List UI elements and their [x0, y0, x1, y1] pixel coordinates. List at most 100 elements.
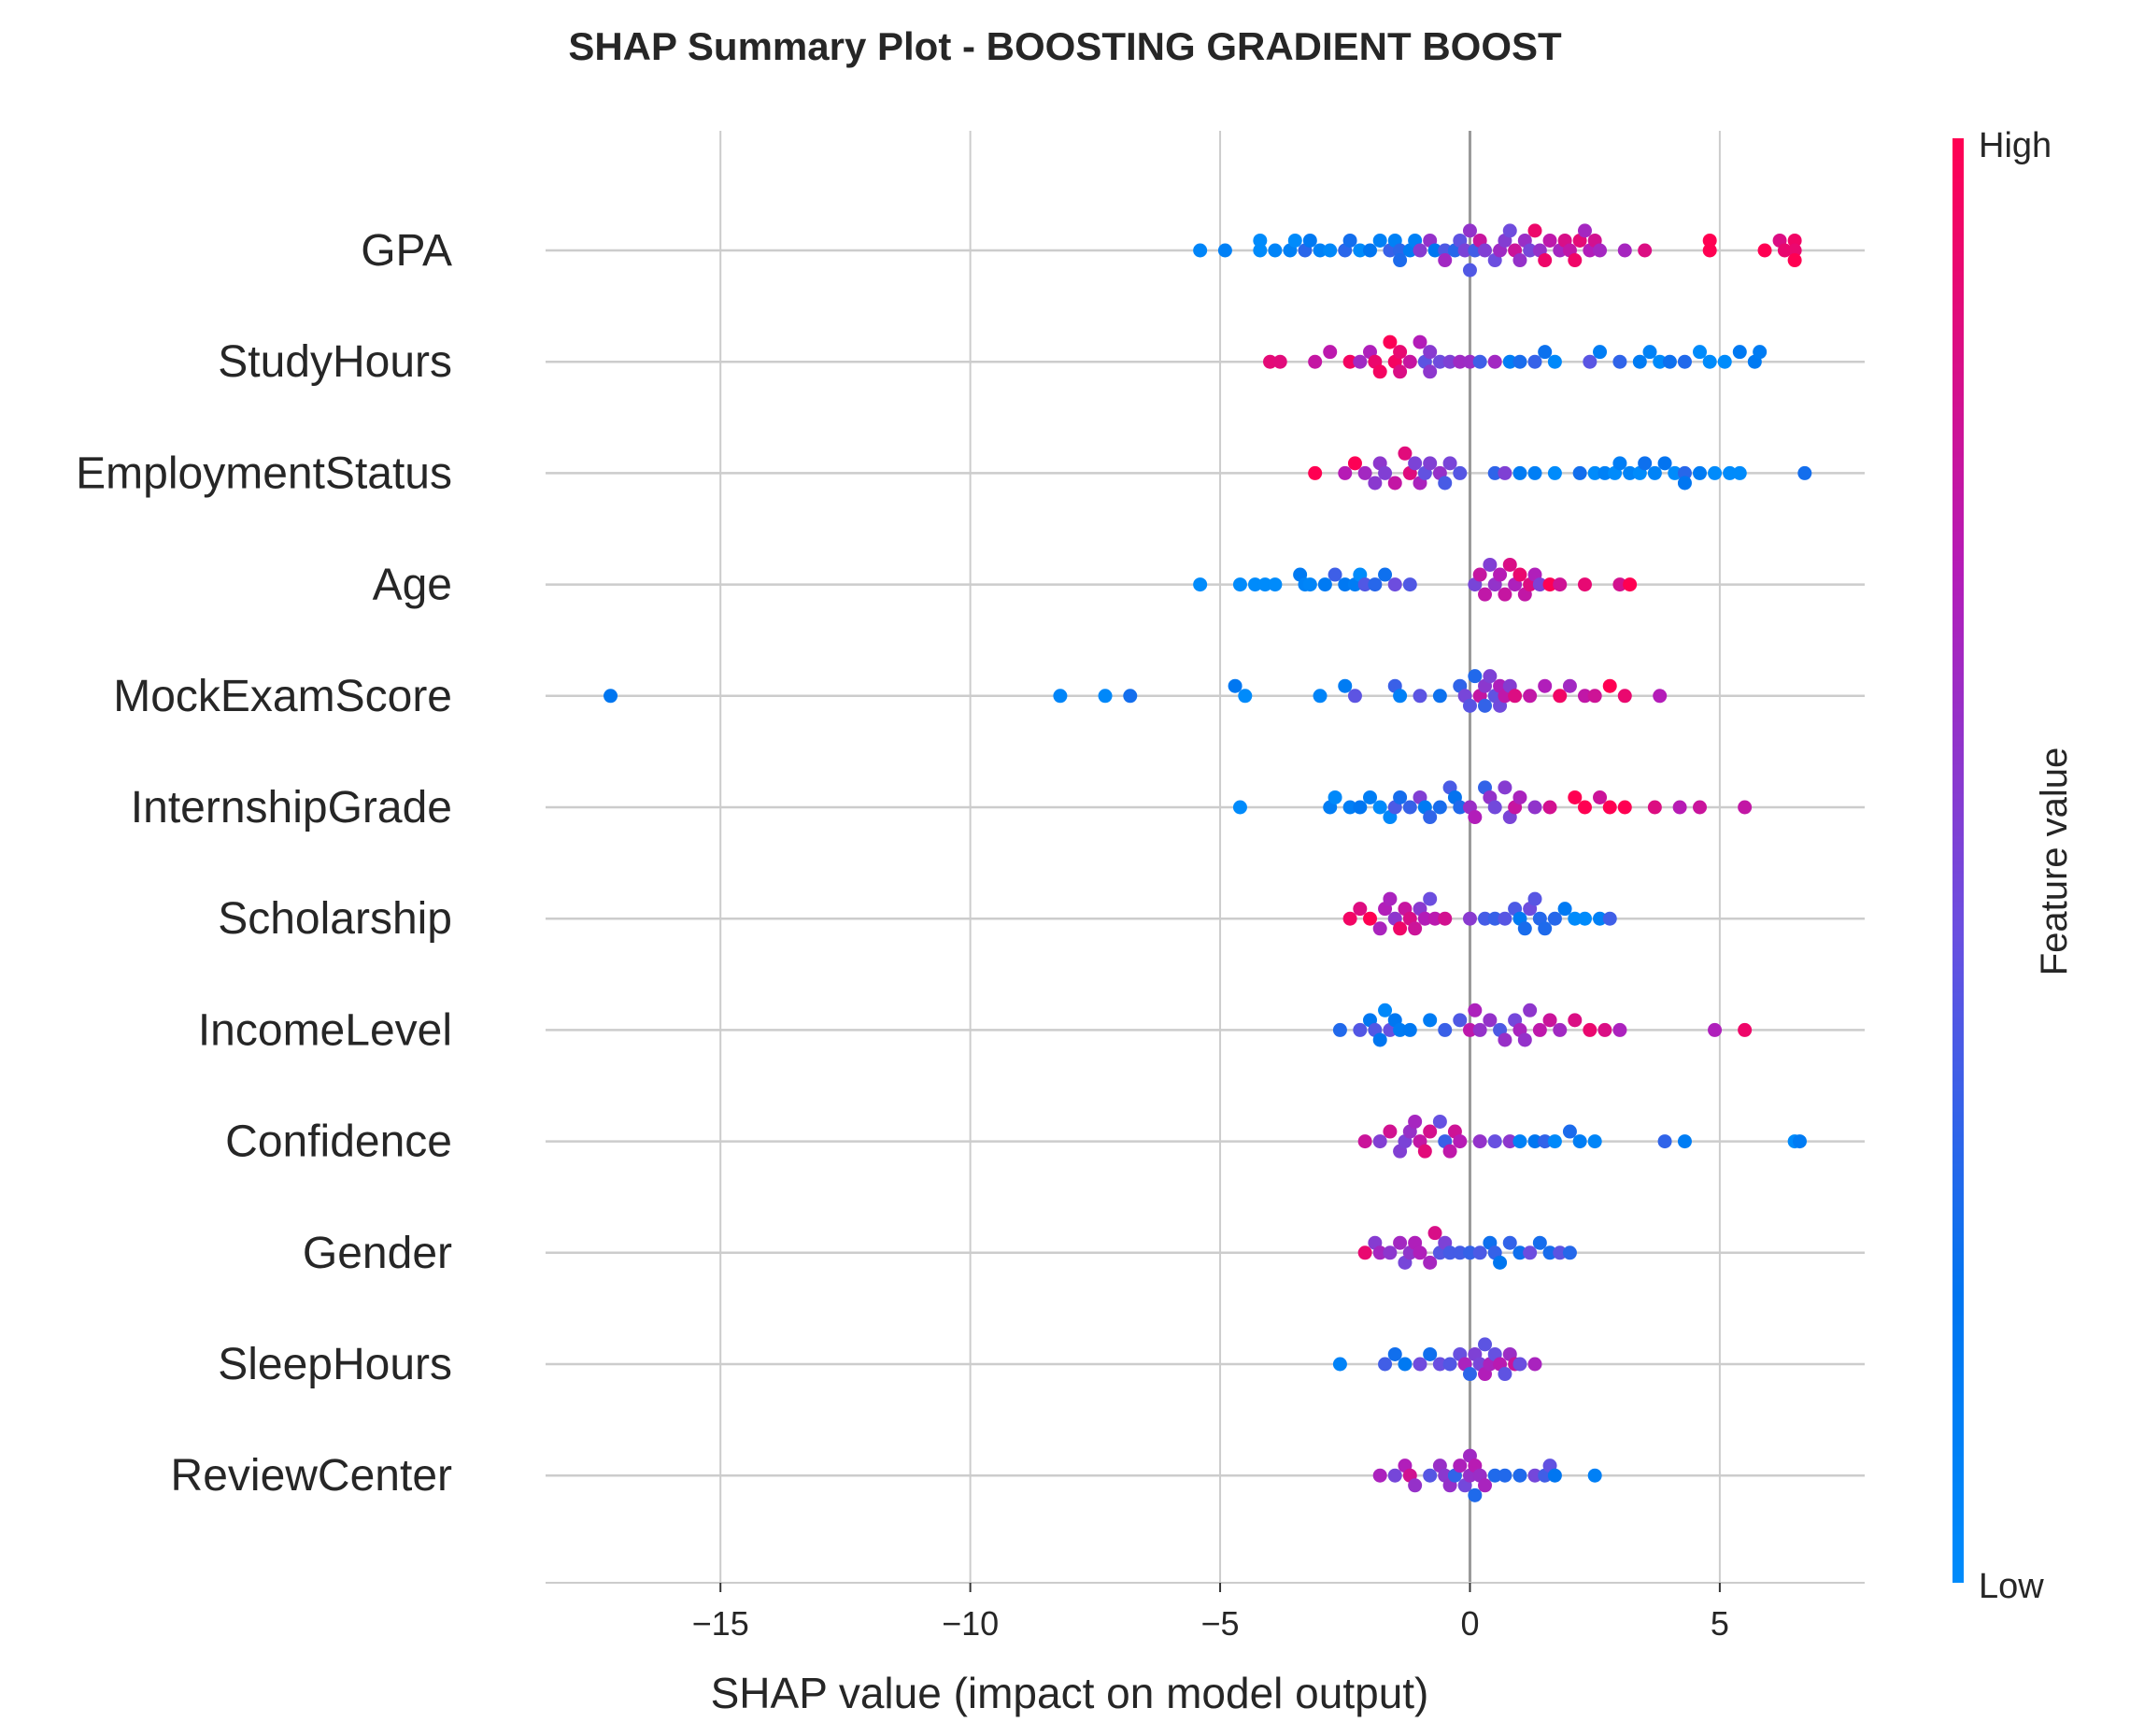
- shap-point: [1478, 243, 1493, 258]
- shap-point: [1438, 911, 1453, 926]
- shap-point: [1498, 1367, 1512, 1382]
- shap-point: [1372, 1468, 1387, 1483]
- shap-point: [1653, 689, 1668, 704]
- shap-point: [1423, 364, 1438, 379]
- shap-point: [1413, 689, 1427, 704]
- shap-point: [1457, 243, 1472, 258]
- shap-point: [1053, 689, 1068, 704]
- shap-point: [1612, 1022, 1627, 1037]
- shap-point: [1442, 456, 1457, 471]
- shap-point: [1472, 1134, 1487, 1149]
- shap-point: [1378, 1357, 1393, 1372]
- shap-point: [1547, 1468, 1562, 1483]
- shap-point: [1732, 465, 1747, 480]
- shap-point: [1538, 921, 1553, 936]
- colorbar-title: Feature value: [2034, 747, 2075, 976]
- shap-point: [1553, 577, 1568, 592]
- shap-point: [1402, 1022, 1417, 1037]
- chart-title: SHAP Summary Plot - BOOSTING GRADIENT BO…: [568, 24, 1562, 68]
- shap-point: [1423, 1346, 1438, 1361]
- shap-point: [1553, 689, 1568, 704]
- shap-point: [1413, 1357, 1427, 1372]
- shap-point: [1487, 800, 1502, 815]
- shap-point: [1708, 1022, 1723, 1037]
- shap-point: [1363, 243, 1377, 258]
- shap-point: [1717, 354, 1732, 369]
- shap-point: [1432, 689, 1447, 704]
- shap-point: [1732, 345, 1747, 360]
- feature-label: Age: [373, 561, 452, 610]
- shap-point: [1657, 1134, 1672, 1149]
- shap-point: [1353, 902, 1368, 917]
- shap-point: [1368, 577, 1383, 592]
- shap-point: [1287, 233, 1302, 248]
- shap-point: [1472, 1022, 1487, 1037]
- shap-point: [1408, 921, 1423, 936]
- shap-point: [1532, 1235, 1547, 1250]
- shap-point: [1587, 1134, 1602, 1149]
- shap-point: [1338, 678, 1353, 693]
- shap-point: [1253, 243, 1268, 258]
- shap-point: [1393, 921, 1408, 936]
- shap-point: [1527, 891, 1542, 906]
- shap-point: [1623, 465, 1638, 480]
- shap-point: [1393, 345, 1408, 360]
- shap-point: [1468, 669, 1483, 684]
- shap-point: [1677, 354, 1692, 369]
- shap-point: [1432, 354, 1447, 369]
- shap-point: [1387, 476, 1402, 491]
- shap-point: [1347, 456, 1362, 471]
- x-tick-label: 0: [1460, 1604, 1479, 1643]
- shap-point: [1468, 810, 1483, 825]
- shap-point: [1427, 911, 1442, 926]
- shap-point: [1523, 1245, 1538, 1260]
- colorbar: [1952, 138, 1964, 1583]
- shap-point: [1353, 243, 1368, 258]
- shap-point: [1472, 1245, 1487, 1260]
- shap-point: [1623, 577, 1638, 592]
- shap-point: [1568, 790, 1583, 804]
- shap-point: [1587, 465, 1602, 480]
- shap-point: [1357, 577, 1372, 592]
- shap-point: [1757, 243, 1772, 258]
- feature-row-lines: [546, 249, 1865, 1477]
- shap-point: [1402, 800, 1417, 815]
- shap-point: [1512, 1245, 1527, 1260]
- shap-point: [1317, 577, 1332, 592]
- shap-point: [1193, 243, 1208, 258]
- shap-point: [1372, 1245, 1387, 1260]
- feature-label: Gender: [303, 1229, 452, 1278]
- shap-point: [1438, 476, 1453, 491]
- shap-point: [1502, 1134, 1517, 1149]
- x-ticks: −15 −10 −5 0 5: [692, 1583, 1729, 1643]
- shap-point: [1568, 911, 1583, 926]
- shap-point: [1413, 334, 1427, 349]
- shap-point: [1462, 354, 1477, 369]
- feature-label: StudyHours: [218, 337, 452, 387]
- shap-point: [1602, 678, 1617, 693]
- shap-point: [1417, 911, 1432, 926]
- shap-point: [1523, 243, 1538, 258]
- x-tick-label: −10: [942, 1604, 999, 1643]
- shap-point: [1598, 465, 1612, 480]
- shap-point: [1498, 465, 1512, 480]
- shap-point: [1253, 233, 1268, 248]
- shap-point: [1368, 476, 1383, 491]
- shap-point: [1308, 465, 1323, 480]
- shap-point: [1527, 1357, 1542, 1372]
- shap-point: [1562, 1245, 1577, 1260]
- shap-point: [1353, 354, 1368, 369]
- shap-point: [1527, 465, 1542, 480]
- shap-point: [1302, 577, 1317, 592]
- shap-point: [1498, 587, 1512, 602]
- shap-point: [1363, 911, 1377, 926]
- shap-point: [1453, 1134, 1468, 1149]
- shap-point: [1577, 911, 1592, 926]
- shap-point: [1547, 465, 1562, 480]
- shap-point: [1328, 567, 1342, 582]
- shap-point: [1342, 800, 1357, 815]
- shap-point: [1577, 223, 1592, 238]
- shap-point: [1493, 1255, 1508, 1270]
